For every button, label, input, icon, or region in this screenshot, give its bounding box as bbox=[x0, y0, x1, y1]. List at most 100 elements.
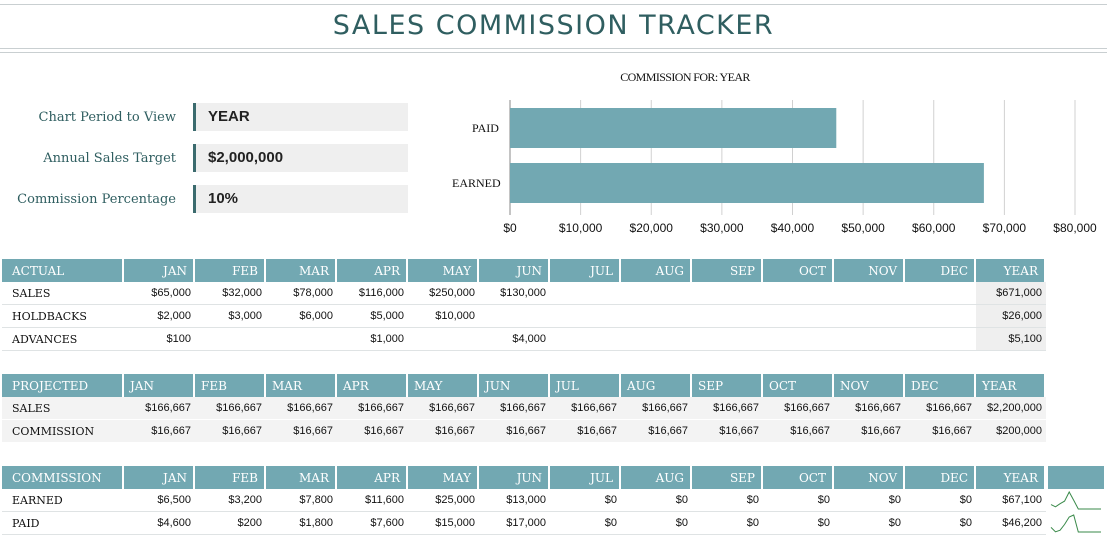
table-cell[interactable]: $0 bbox=[905, 489, 976, 512]
table-cell[interactable] bbox=[621, 305, 692, 328]
table-cell[interactable]: $16,667 bbox=[408, 420, 479, 443]
table-cell[interactable]: $6,500 bbox=[124, 489, 195, 512]
table-cell[interactable]: $0 bbox=[550, 489, 621, 512]
table-cell[interactable]: $0 bbox=[692, 512, 763, 535]
commission-percentage-input[interactable]: 10% bbox=[193, 185, 408, 213]
table-cell[interactable]: $3,000 bbox=[195, 305, 266, 328]
table-cell[interactable] bbox=[763, 282, 834, 305]
table-cell[interactable]: $200,000 bbox=[976, 420, 1046, 443]
table-cell[interactable]: $166,667 bbox=[692, 397, 763, 420]
table-cell[interactable]: $17,000 bbox=[479, 512, 550, 535]
table-cell[interactable]: $0 bbox=[763, 512, 834, 535]
table-cell[interactable] bbox=[834, 305, 905, 328]
table-cell[interactable]: $0 bbox=[834, 489, 905, 512]
table-cell[interactable] bbox=[550, 282, 621, 305]
table-cell[interactable]: $166,667 bbox=[550, 397, 621, 420]
chart-tick-label: $70,000 bbox=[982, 221, 1027, 235]
table-cell[interactable]: $16,667 bbox=[550, 420, 621, 443]
table-cell[interactable]: $1,800 bbox=[266, 512, 337, 535]
table-cell[interactable]: $32,000 bbox=[195, 282, 266, 305]
table-cell[interactable]: $166,667 bbox=[621, 397, 692, 420]
table-cell[interactable]: $166,667 bbox=[337, 397, 408, 420]
table-cell[interactable]: $0 bbox=[763, 489, 834, 512]
table-cell[interactable]: $2,000 bbox=[124, 305, 195, 328]
table-cell[interactable]: $26,000 bbox=[976, 305, 1046, 328]
table-cell[interactable]: $0 bbox=[550, 512, 621, 535]
table-cell[interactable] bbox=[834, 282, 905, 305]
table-cell[interactable] bbox=[621, 282, 692, 305]
table-cell[interactable] bbox=[763, 328, 834, 351]
table-cell[interactable] bbox=[266, 328, 337, 351]
table-cell[interactable]: $166,667 bbox=[266, 397, 337, 420]
table-cell[interactable]: $46,200 bbox=[976, 512, 1046, 535]
table-cell[interactable]: $200 bbox=[195, 512, 266, 535]
table-cell[interactable] bbox=[834, 328, 905, 351]
table-cell[interactable]: $671,000 bbox=[976, 282, 1046, 305]
table-cell[interactable]: $16,667 bbox=[834, 420, 905, 443]
table-cell[interactable]: $250,000 bbox=[408, 282, 479, 305]
table-cell[interactable]: $7,600 bbox=[337, 512, 408, 535]
table-cell[interactable]: $0 bbox=[834, 512, 905, 535]
table-cell[interactable]: $65,000 bbox=[124, 282, 195, 305]
table-cell[interactable]: $166,667 bbox=[905, 397, 976, 420]
table-cell[interactable]: $67,100 bbox=[976, 489, 1046, 512]
table-cell[interactable]: $166,667 bbox=[479, 397, 550, 420]
table-cell[interactable] bbox=[408, 328, 479, 351]
table-cell[interactable] bbox=[692, 305, 763, 328]
table-cell[interactable]: $6,000 bbox=[266, 305, 337, 328]
table-cell[interactable]: $166,667 bbox=[124, 397, 195, 420]
table-cell[interactable]: $15,000 bbox=[408, 512, 479, 535]
annual-sales-target-input[interactable]: $2,000,000 bbox=[193, 144, 408, 172]
table-cell[interactable]: $16,667 bbox=[479, 420, 550, 443]
commission-header-feb: FEB bbox=[195, 466, 266, 489]
table-cell[interactable] bbox=[692, 282, 763, 305]
table-cell[interactable]: $4,000 bbox=[479, 328, 550, 351]
table-cell[interactable] bbox=[621, 328, 692, 351]
table-cell[interactable]: $5,000 bbox=[337, 305, 408, 328]
table-cell[interactable] bbox=[479, 305, 550, 328]
table-cell[interactable]: $166,667 bbox=[195, 397, 266, 420]
table-cell[interactable]: $16,667 bbox=[763, 420, 834, 443]
table-cell[interactable] bbox=[905, 305, 976, 328]
table-cell[interactable]: $2,200,000 bbox=[976, 397, 1046, 420]
table-cell[interactable]: $116,000 bbox=[337, 282, 408, 305]
table-cell[interactable] bbox=[763, 305, 834, 328]
chart-period-input[interactable]: YEAR bbox=[193, 103, 408, 131]
commission-header-sep: SEP bbox=[692, 466, 763, 489]
table-cell[interactable]: $78,000 bbox=[266, 282, 337, 305]
table-cell[interactable]: $16,667 bbox=[124, 420, 195, 443]
table-cell[interactable]: $16,667 bbox=[195, 420, 266, 443]
table-cell[interactable]: $13,000 bbox=[479, 489, 550, 512]
table-cell[interactable]: $5,100 bbox=[976, 328, 1046, 351]
table-cell[interactable]: $16,667 bbox=[905, 420, 976, 443]
table-cell[interactable]: $16,667 bbox=[337, 420, 408, 443]
table-cell[interactable]: $16,667 bbox=[266, 420, 337, 443]
projected-header-oct: OCT bbox=[763, 374, 834, 397]
table-cell[interactable]: $0 bbox=[621, 512, 692, 535]
table-cell[interactable]: $25,000 bbox=[408, 489, 479, 512]
table-cell[interactable]: $0 bbox=[621, 489, 692, 512]
table-cell[interactable]: $10,000 bbox=[408, 305, 479, 328]
table-cell[interactable]: $130,000 bbox=[479, 282, 550, 305]
table-cell[interactable]: $0 bbox=[905, 512, 976, 535]
table-cell[interactable]: $166,667 bbox=[834, 397, 905, 420]
table-row: COMMISSION $16,667 $16,667 $16,667 $16,667 $1… bbox=[2, 420, 1046, 443]
table-cell[interactable] bbox=[905, 328, 976, 351]
table-cell[interactable] bbox=[692, 328, 763, 351]
table-cell[interactable]: $166,667 bbox=[763, 397, 834, 420]
table-cell[interactable]: $0 bbox=[692, 489, 763, 512]
table-cell[interactable]: $100 bbox=[124, 328, 195, 351]
table-cell[interactable]: $11,600 bbox=[337, 489, 408, 512]
table-cell[interactable] bbox=[905, 282, 976, 305]
table-cell[interactable] bbox=[550, 328, 621, 351]
table-cell[interactable]: $166,667 bbox=[408, 397, 479, 420]
table-cell[interactable]: $7,800 bbox=[266, 489, 337, 512]
table-cell[interactable] bbox=[195, 328, 266, 351]
table-cell[interactable]: $1,000 bbox=[337, 328, 408, 351]
table-cell[interactable]: $3,200 bbox=[195, 489, 266, 512]
top-rule bbox=[0, 4, 1107, 5]
table-cell[interactable]: $16,667 bbox=[692, 420, 763, 443]
table-cell[interactable]: $16,667 bbox=[621, 420, 692, 443]
table-cell[interactable]: $4,600 bbox=[124, 512, 195, 535]
table-cell[interactable] bbox=[550, 305, 621, 328]
